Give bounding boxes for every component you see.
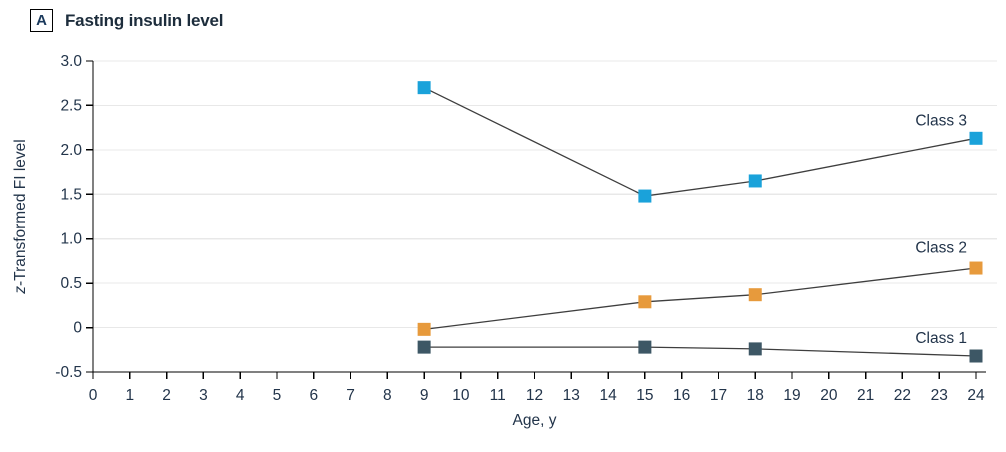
- svg-text:12: 12: [526, 387, 543, 404]
- svg-text:6: 6: [309, 387, 318, 404]
- svg-text:2.5: 2.5: [60, 97, 82, 114]
- svg-text:19: 19: [783, 387, 800, 404]
- svg-text:16: 16: [673, 387, 690, 404]
- svg-text:Class 1: Class 1: [915, 330, 967, 347]
- svg-text:13: 13: [563, 387, 580, 404]
- svg-text:-0.5: -0.5: [55, 364, 82, 381]
- svg-text:2.0: 2.0: [60, 142, 82, 159]
- svg-text:3.0: 3.0: [60, 53, 82, 70]
- svg-text:10: 10: [452, 387, 470, 404]
- svg-text:9: 9: [420, 387, 429, 404]
- svg-text:18: 18: [747, 387, 764, 404]
- svg-text:z-Transformed FI level: z-Transformed FI level: [12, 139, 29, 294]
- svg-text:0: 0: [89, 387, 98, 404]
- svg-text:Class 3: Class 3: [915, 113, 967, 130]
- svg-text:11: 11: [490, 387, 506, 404]
- svg-text:0.5: 0.5: [60, 275, 82, 292]
- svg-text:24: 24: [967, 387, 985, 404]
- svg-text:1.0: 1.0: [60, 231, 82, 248]
- svg-text:3: 3: [199, 387, 208, 404]
- svg-text:15: 15: [636, 387, 653, 404]
- svg-text:8: 8: [383, 387, 392, 404]
- svg-text:21: 21: [857, 387, 874, 404]
- svg-text:22: 22: [894, 387, 911, 404]
- panel-label-badge: A: [30, 9, 53, 32]
- svg-text:1: 1: [125, 387, 134, 404]
- svg-text:Class 2: Class 2: [915, 240, 967, 257]
- svg-text:20: 20: [820, 387, 838, 404]
- svg-text:Age, y: Age, y: [513, 412, 557, 429]
- svg-text:23: 23: [931, 387, 948, 404]
- panel-title: Fasting insulin level: [65, 10, 224, 30]
- svg-text:4: 4: [236, 387, 245, 404]
- svg-text:1.5: 1.5: [60, 186, 82, 203]
- svg-text:7: 7: [346, 387, 355, 404]
- svg-text:2: 2: [162, 387, 171, 404]
- svg-text:14: 14: [599, 387, 617, 404]
- svg-text:17: 17: [710, 387, 727, 404]
- figure-header: A Fasting insulin level: [30, 9, 223, 32]
- svg-text:0: 0: [73, 320, 82, 337]
- svg-text:5: 5: [273, 387, 282, 404]
